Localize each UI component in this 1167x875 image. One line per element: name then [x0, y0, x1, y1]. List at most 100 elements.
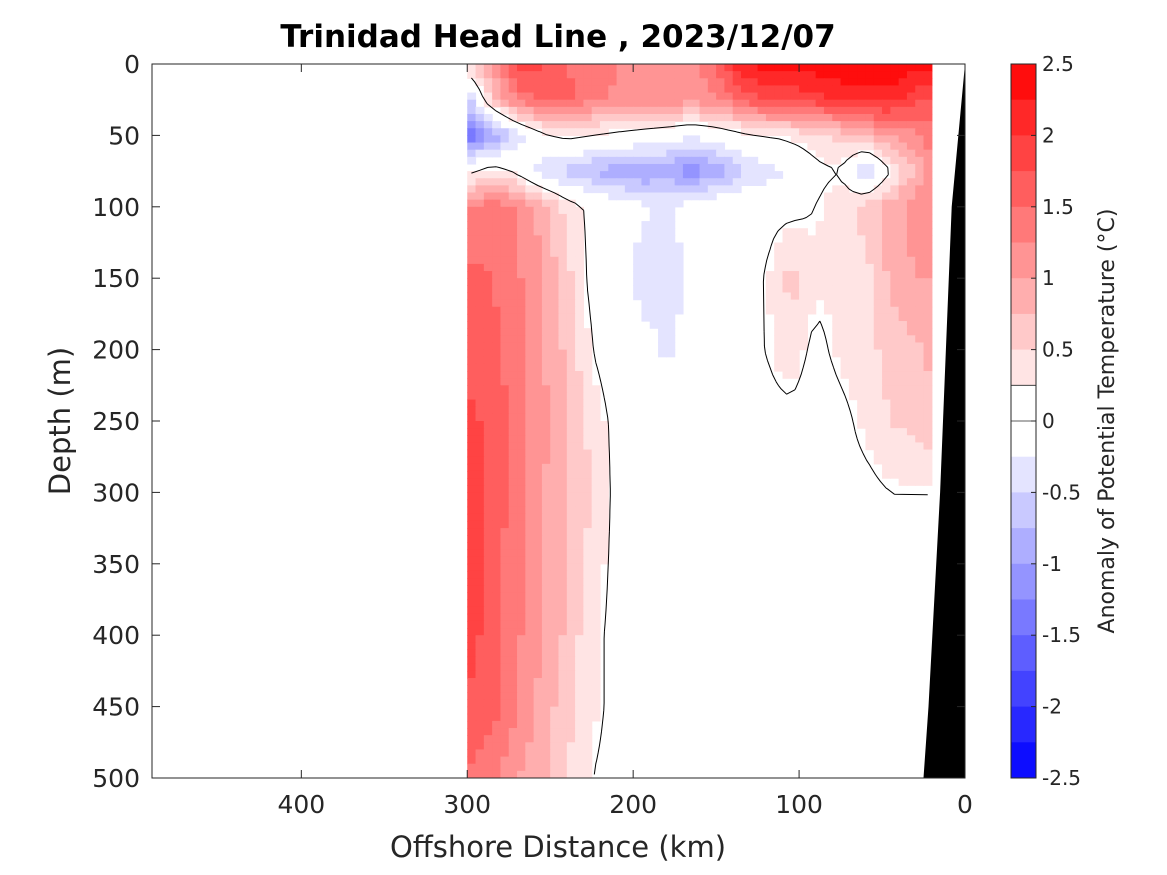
field-cell	[525, 735, 535, 743]
field-cell	[591, 570, 601, 579]
field-cell	[890, 435, 900, 444]
field-cell	[658, 106, 667, 115]
field-cell	[550, 328, 560, 336]
field-cell	[790, 256, 800, 265]
field-cell	[906, 121, 916, 129]
field-cell	[898, 363, 908, 372]
field-cell	[915, 335, 925, 344]
field-cell	[641, 299, 651, 308]
field-cell	[699, 142, 709, 151]
field-cell	[500, 756, 510, 765]
field-cell	[533, 85, 543, 94]
field-cell	[525, 535, 535, 543]
field-cell	[865, 249, 875, 258]
field-cell	[915, 163, 925, 172]
field-cell	[898, 399, 908, 408]
field-cell	[774, 171, 784, 179]
field-cell	[566, 599, 576, 608]
field-cell	[566, 549, 576, 558]
field-cell	[873, 378, 883, 386]
field-cell	[566, 713, 576, 722]
field-cell	[492, 613, 502, 622]
field-cell	[782, 263, 792, 272]
field-cell	[666, 285, 676, 294]
field-cell	[923, 242, 933, 251]
field-cell	[525, 185, 535, 194]
field-cell	[492, 528, 502, 536]
field-cell	[492, 356, 502, 365]
field-cell	[508, 192, 518, 201]
field-cell	[591, 592, 601, 601]
field-cell	[467, 142, 477, 151]
field-cell	[467, 321, 477, 329]
field-cell	[591, 563, 601, 572]
field-cell	[483, 499, 493, 508]
field-cell	[823, 156, 833, 165]
field-cell	[566, 542, 576, 551]
field-cell	[599, 485, 609, 493]
field-cell	[616, 64, 626, 72]
field-cell	[483, 620, 493, 629]
field-cell	[682, 171, 692, 179]
field-cell	[873, 242, 883, 251]
field-cell	[583, 478, 593, 486]
field-cell	[517, 263, 526, 272]
field-cell	[508, 285, 518, 294]
field-cell	[882, 78, 891, 87]
field-cell	[533, 378, 543, 386]
field-cell	[707, 171, 717, 179]
field-cell	[616, 85, 626, 94]
field-cell	[658, 156, 667, 165]
field-cell	[782, 256, 792, 265]
field-cell	[674, 163, 684, 172]
field-cell	[848, 235, 858, 244]
field-cell	[541, 706, 551, 715]
field-cell	[475, 456, 485, 465]
field-cell	[624, 113, 634, 122]
field-cell	[492, 142, 502, 151]
field-cell	[608, 156, 618, 165]
field-cell	[848, 278, 858, 286]
field-cell	[566, 606, 576, 615]
field-cell	[550, 692, 560, 701]
field-cell	[674, 78, 684, 87]
field-cell	[525, 242, 535, 251]
field-cell	[807, 306, 817, 315]
field-cell	[566, 171, 576, 179]
field-cell	[865, 235, 875, 244]
field-cell	[525, 728, 535, 736]
field-cell	[541, 520, 551, 529]
field-cell	[508, 378, 518, 386]
field-cell	[873, 278, 883, 286]
field-cell	[658, 64, 667, 72]
y-tick-label: 100	[92, 193, 140, 222]
field-cell	[500, 135, 510, 144]
field-cell	[575, 499, 584, 508]
field-cell	[566, 406, 576, 415]
field-cell	[599, 99, 609, 108]
field-cell	[815, 128, 825, 136]
field-cell	[624, 92, 634, 101]
field-cell	[882, 335, 891, 344]
field-cell	[525, 485, 535, 493]
field-cell	[674, 99, 684, 108]
field-cell	[475, 470, 485, 479]
field-cell	[467, 449, 477, 458]
field-cell	[483, 99, 493, 108]
field-cell	[550, 435, 560, 444]
field-cell	[550, 206, 560, 215]
field-cell	[483, 249, 493, 258]
field-cell	[633, 71, 643, 79]
field-cell	[533, 406, 543, 415]
field-cell	[533, 278, 543, 286]
field-cell	[882, 456, 891, 465]
field-cell	[508, 435, 518, 444]
field-cell	[898, 213, 908, 222]
field-cell	[666, 249, 676, 258]
field-cell	[500, 770, 510, 778]
field-cell	[492, 463, 502, 472]
field-cell	[633, 149, 643, 158]
field-cell	[533, 563, 543, 572]
field-cell	[848, 249, 858, 258]
field-cell	[848, 335, 858, 344]
